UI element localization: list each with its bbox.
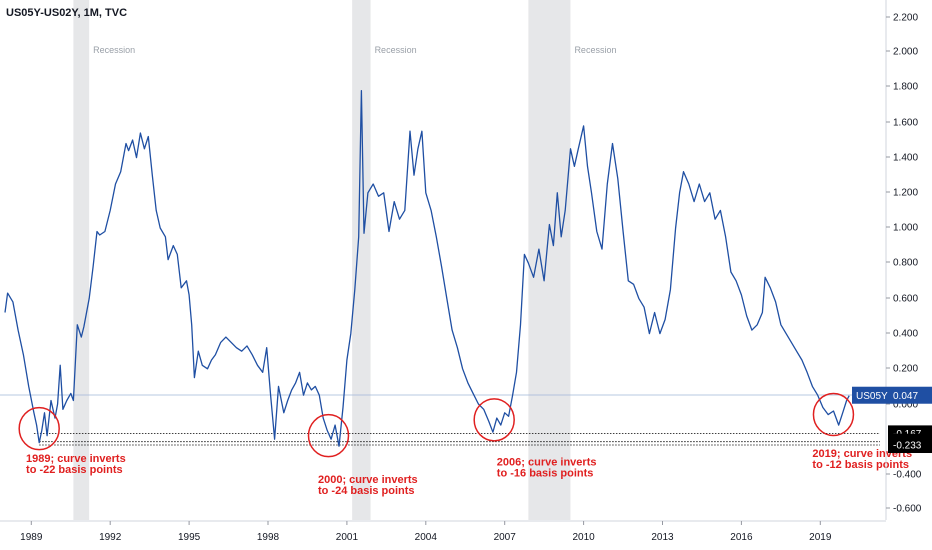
x-tick-label: 2019 [809,532,832,543]
y-tick-label: 0.200 [893,364,918,375]
x-tick-label: 2004 [415,532,438,543]
annotation-label: 2019; curve inverts [812,448,912,460]
annotation-circle [307,413,350,458]
y-tick-label: 1.000 [893,223,918,234]
recession-band [73,0,90,520]
annotation-label: 2006; curve inverts [497,457,597,469]
y-tick-label: 2.000 [893,47,918,58]
y-tick-label: 0.000 [893,400,918,411]
series-line [4,90,850,447]
annotation-label: to -22 basis points [26,464,123,476]
y-tick-label: -0.600 [893,504,922,515]
recession-label: Recession [375,45,417,55]
y-tick-label: -0.400 [893,470,922,481]
x-tick-label: 2010 [572,532,595,543]
annotation-label: 1989; curve inverts [26,453,126,465]
y-axis-ticks: 2.200 2.000 1.800 1.600 1.400 1.200 1.000 0.800… [886,13,922,515]
x-tick-label: 1992 [99,532,122,543]
reference-value: -0.233 [893,441,922,452]
annotation-circles [18,392,855,458]
y-tick-label: 0.400 [893,329,918,340]
y-tick-label: 1.600 [893,118,918,129]
y-tick-label: 0.600 [893,294,918,305]
recession-band [352,0,371,520]
chart-title: US05Y-US02Y, 1M, TVC [6,7,127,19]
annotation-circle [18,406,60,451]
annotation-label: to -12 basis points [812,459,909,471]
x-tick-label: 2001 [336,532,359,543]
series-layer [4,90,850,447]
recession-label: Recession [574,45,616,55]
current-value-badge [852,386,932,404]
x-axis-ticks: 1989 1992 1995 1998 2001 2004 2007 2010 2013 2016… [20,521,832,543]
y-tick-label: 2.200 [893,13,918,24]
current-value-number: 0.047 [893,391,918,402]
x-tick-label: 1995 [178,532,201,543]
annotation-circle [473,398,515,442]
current-value-name: US05Y [856,391,888,402]
recession-label: Recession [93,45,135,55]
y-tick-label: 1.400 [893,153,918,164]
annotation-circle [812,392,855,437]
x-tick-label: 2016 [730,532,753,543]
reference-badge [888,437,932,454]
x-tick-label: 2013 [651,532,674,543]
x-tick-label: 1998 [257,532,280,543]
annotation-label: to -24 basis points [318,485,415,497]
y-tick-label: 1.800 [893,82,918,93]
y-tick-label: 0.800 [893,258,918,269]
recession-bands: Recession Recession Recession [73,0,616,520]
reference-lines [33,432,880,446]
y-tick-label: 1.200 [893,188,918,199]
annotation-label: 2000; curve inverts [318,474,418,486]
annotation-label: to -16 basis points [497,468,594,480]
x-tick-label: 1989 [20,532,43,543]
x-tick-label: 2007 [494,532,517,543]
